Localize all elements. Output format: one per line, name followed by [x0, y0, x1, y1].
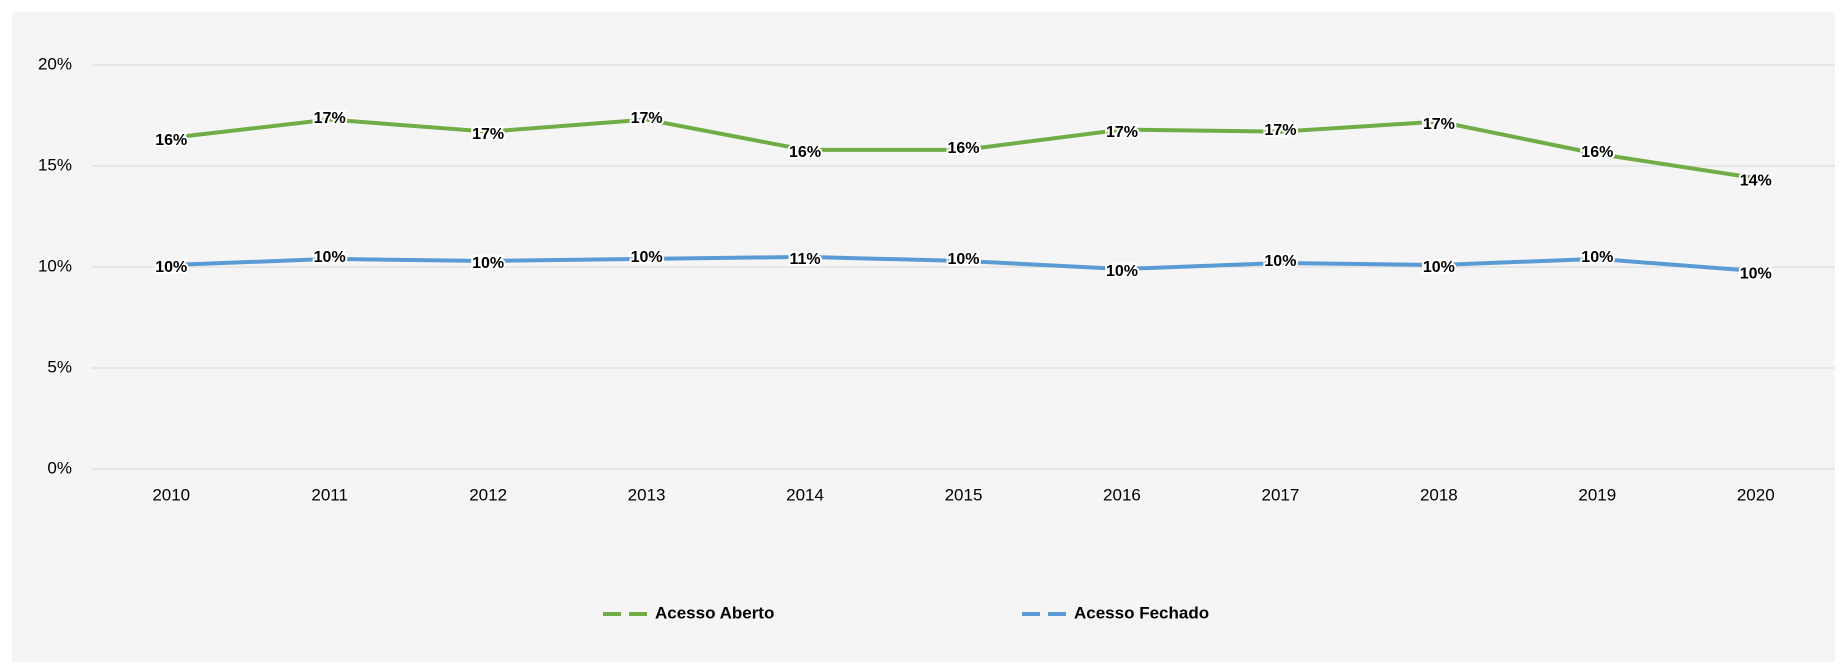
data-label: 10% [314, 249, 346, 266]
y-tick-label: 10% [38, 256, 72, 275]
data-label: 10% [1106, 263, 1138, 280]
x-tick-label: 2018 [1420, 485, 1458, 504]
x-tick-label: 2019 [1578, 485, 1616, 504]
data-label: 17% [1423, 116, 1455, 133]
data-label: 10% [1423, 259, 1455, 276]
x-tick-label: 2012 [469, 485, 507, 504]
data-label: 17% [314, 110, 346, 127]
data-label: 17% [631, 110, 663, 127]
data-label: 14% [1740, 172, 1772, 189]
x-tick-label: 2020 [1737, 485, 1775, 504]
data-label: 11% [789, 251, 820, 268]
chart-background [12, 12, 1835, 662]
x-tick-label: 2015 [945, 485, 983, 504]
data-label: 10% [1740, 265, 1772, 282]
data-label: 10% [947, 251, 979, 268]
x-tick-label: 2017 [1261, 485, 1299, 504]
data-label: 17% [1106, 124, 1138, 141]
data-label: 10% [472, 255, 504, 272]
data-label: 10% [1581, 249, 1613, 266]
y-tick-label: 20% [38, 54, 72, 73]
legend-label: Acesso Fechado [1074, 603, 1209, 622]
y-tick-label: 15% [38, 155, 72, 174]
y-tick-label: 0% [47, 458, 72, 477]
x-tick-label: 2013 [628, 485, 666, 504]
x-tick-label: 2016 [1103, 485, 1141, 504]
line-series [171, 254, 1756, 274]
x-tick-label: 2010 [152, 485, 190, 504]
data-label: 10% [631, 249, 663, 266]
data-label: 17% [472, 126, 504, 143]
data-label: 16% [789, 144, 821, 161]
x-tick-label: 2011 [311, 485, 348, 504]
x-tick-label: 2014 [786, 485, 824, 504]
data-label: 16% [947, 140, 979, 157]
legend-label: Acesso Aberto [655, 603, 774, 622]
y-tick-label: 5% [47, 357, 72, 376]
data-label: 10% [1264, 253, 1296, 270]
line-series [170, 117, 1757, 181]
data-label: 10% [155, 259, 187, 276]
data-label: 17% [1264, 122, 1296, 139]
data-label: 16% [155, 132, 187, 149]
data-label: 16% [1581, 144, 1613, 161]
